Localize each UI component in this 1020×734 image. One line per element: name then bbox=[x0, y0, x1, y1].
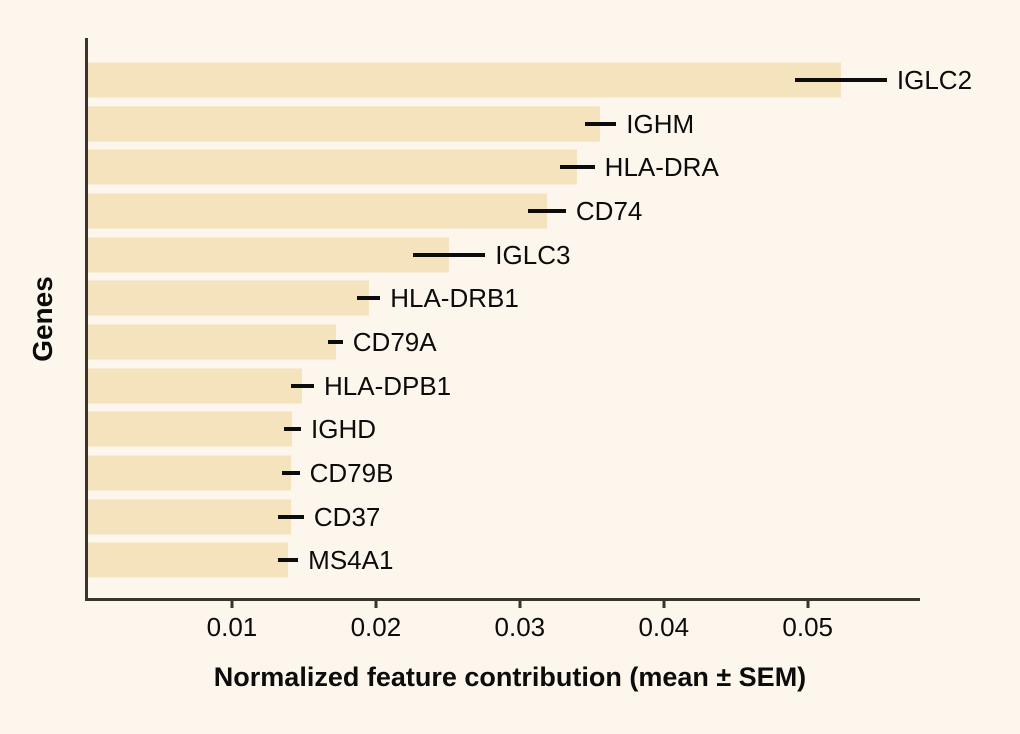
bar-row: CD74 bbox=[88, 189, 920, 233]
bar-row: HLA-DRB1 bbox=[88, 276, 920, 320]
bar bbox=[88, 62, 841, 98]
gene-label: HLA-DRA bbox=[604, 152, 719, 183]
gene-label: IGHM bbox=[626, 108, 695, 139]
bar bbox=[88, 368, 303, 404]
bar-row: MS4A1 bbox=[88, 538, 920, 582]
bar bbox=[88, 193, 548, 229]
gene-label: HLA-DPB1 bbox=[323, 370, 452, 401]
plot-area: IGLC2 IGHM HLA-DRA CD74 IGLC3 HLA-DRB1 CD79A HL… bbox=[85, 38, 972, 640]
bar-row: CD79B bbox=[88, 451, 920, 495]
x-tick-mark bbox=[662, 598, 666, 608]
gene-label: CD37 bbox=[313, 501, 381, 532]
bar-row: IGHD bbox=[88, 407, 920, 451]
bars-container: IGLC2 IGHM HLA-DRA CD74 IGLC3 HLA-DRB1 CD79A HL… bbox=[88, 38, 972, 598]
gene-label: IGLC2 bbox=[896, 64, 973, 95]
error-bar bbox=[290, 383, 314, 388]
error-bar bbox=[357, 296, 381, 301]
error-bar bbox=[413, 252, 486, 257]
x-tick-mark bbox=[230, 598, 234, 608]
x-tick-label: 0.01 bbox=[206, 612, 258, 642]
bar-row: IGLC3 bbox=[88, 233, 920, 277]
error-bar bbox=[278, 514, 304, 519]
y-axis-label: Genes bbox=[27, 276, 58, 362]
x-tick-mark bbox=[806, 598, 810, 608]
bar bbox=[88, 542, 289, 578]
bar bbox=[88, 499, 291, 535]
x-tick-label: 0.03 bbox=[494, 612, 546, 642]
x-tick-mark bbox=[518, 598, 522, 608]
error-bar bbox=[794, 77, 887, 82]
bar-row: IGLC2 bbox=[88, 58, 972, 102]
gene-label: HLA-DRB1 bbox=[390, 283, 519, 314]
error-bar bbox=[560, 165, 595, 170]
bar bbox=[88, 411, 293, 447]
bar-row: CD37 bbox=[88, 495, 920, 539]
bar bbox=[88, 280, 369, 316]
x-tick-label: 0.04 bbox=[638, 612, 690, 642]
bar-row: HLA-DPB1 bbox=[88, 364, 920, 408]
gene-label: MS4A1 bbox=[308, 545, 394, 576]
error-bar bbox=[282, 470, 300, 475]
bar bbox=[88, 106, 601, 141]
x-tick-label: 0.05 bbox=[782, 612, 834, 642]
error-bar bbox=[328, 339, 343, 344]
error-bar bbox=[584, 121, 617, 126]
gene-label: CD79A bbox=[352, 326, 437, 357]
x-tick-mark bbox=[374, 598, 378, 608]
bar bbox=[88, 324, 336, 360]
gene-label: CD79B bbox=[309, 457, 394, 488]
bar-row: HLA-DRA bbox=[88, 145, 920, 189]
bar bbox=[88, 149, 578, 185]
bar-row: IGHM bbox=[88, 102, 920, 146]
error-bar bbox=[528, 208, 566, 213]
bar bbox=[88, 455, 291, 491]
gene-label: CD74 bbox=[575, 195, 643, 226]
gene-label: IGHD bbox=[311, 414, 377, 445]
bar bbox=[88, 237, 450, 273]
x-tick-label: 0.02 bbox=[350, 612, 402, 642]
error-bar bbox=[278, 558, 299, 563]
error-bar bbox=[283, 427, 302, 432]
gene-label: IGLC3 bbox=[495, 239, 571, 270]
bar-row: CD79A bbox=[88, 320, 920, 364]
x-axis-label: Normalized feature contribution (mean ± … bbox=[213, 662, 807, 692]
